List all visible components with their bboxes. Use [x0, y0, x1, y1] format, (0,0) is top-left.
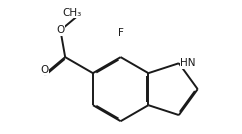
Text: O: O: [56, 25, 65, 35]
Text: O: O: [40, 65, 48, 75]
Text: F: F: [118, 28, 124, 38]
Text: HN: HN: [181, 58, 196, 68]
Text: CH₃: CH₃: [62, 8, 81, 18]
